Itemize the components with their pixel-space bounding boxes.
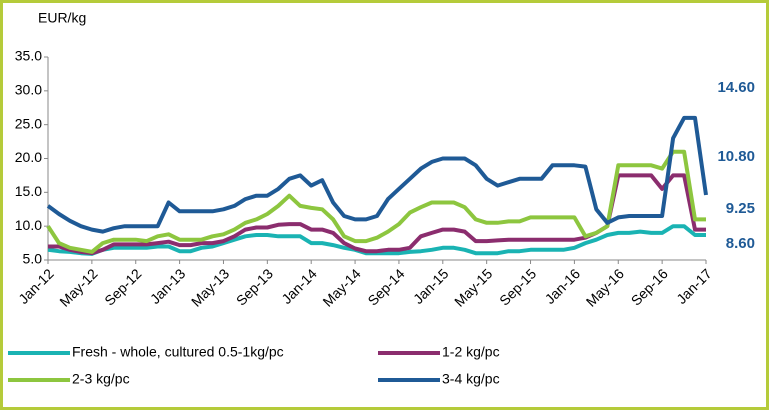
y-tick-label: 10.0 [15, 217, 42, 233]
annotation: 8.60 [726, 235, 755, 252]
series-line [46, 115, 708, 234]
annotation: 9.25 [726, 200, 755, 217]
y-tick-label: 15.0 [15, 183, 42, 199]
y-axis-label: EUR/kg [38, 10, 86, 26]
legend-label: Fresh - whole, cultured 0.5-1kg/pc [72, 344, 284, 360]
annotation: 14.60 [717, 79, 755, 96]
y-tick-label: 20.0 [15, 149, 42, 165]
annotation: 10.80 [717, 148, 755, 165]
y-tick-label: 5.0 [23, 251, 43, 267]
legend-label: 3-4 kg/pc [442, 371, 500, 387]
y-tick-label: 35.0 [15, 48, 42, 64]
series-line [46, 149, 706, 254]
y-tick-label: 25.0 [15, 115, 42, 131]
legend-label: 2-3 kg/pc [72, 371, 130, 387]
legend-label: 1-2 kg/pc [442, 344, 500, 360]
y-tick-label: 30.0 [15, 82, 42, 98]
